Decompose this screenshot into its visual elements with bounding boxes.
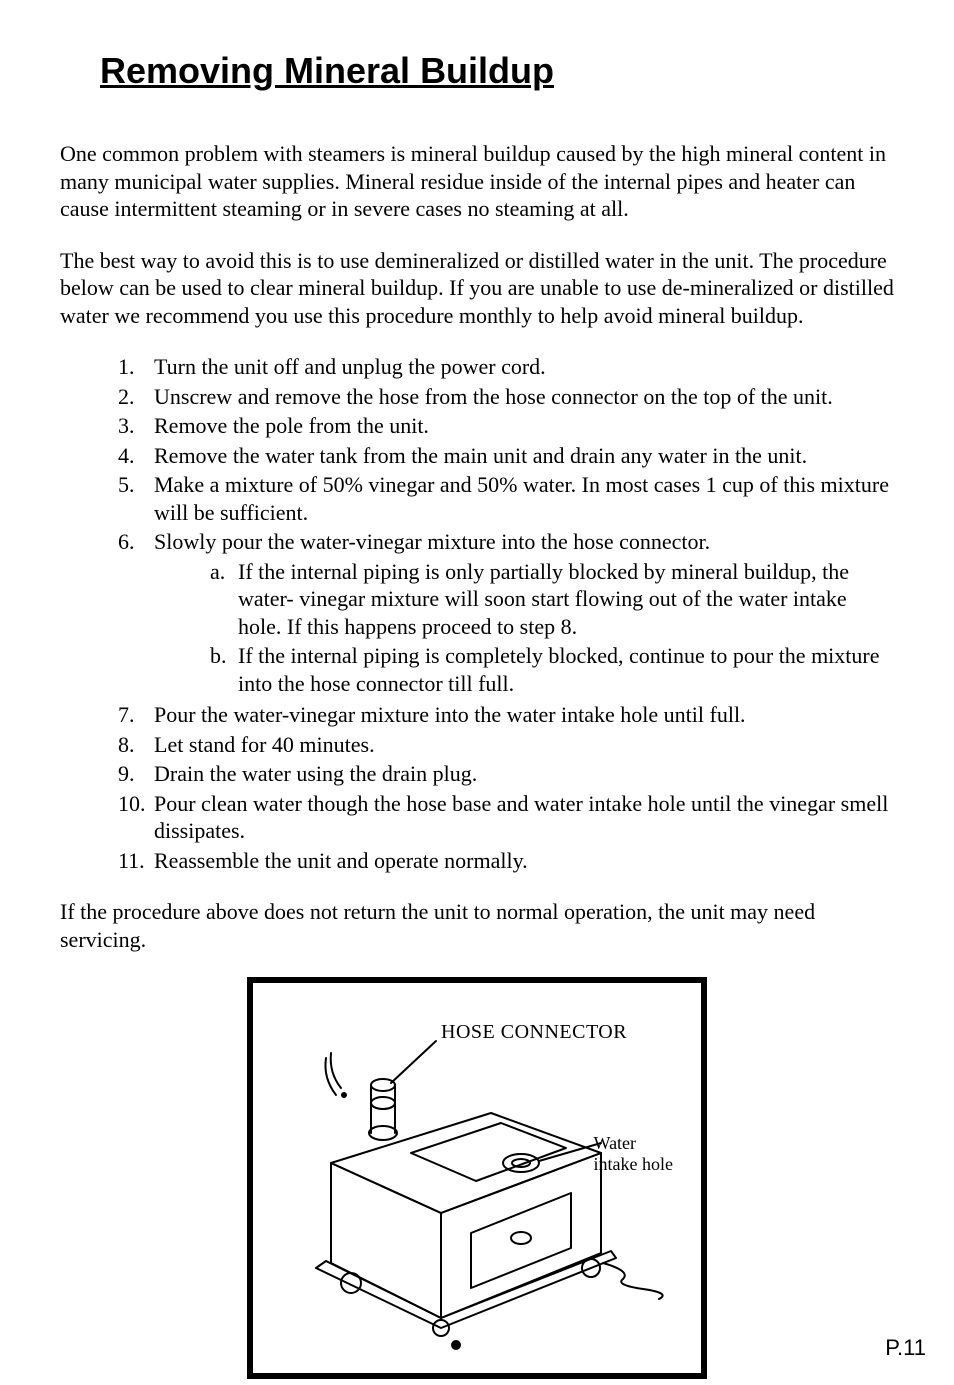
figure-box: HOSE CONNECTOR Water intake hole	[247, 977, 707, 1379]
list-number: 1.	[118, 353, 154, 381]
list-text: Turn the unit off and unplug the power c…	[154, 353, 894, 381]
list-number: 4.	[118, 442, 154, 470]
closing-paragraph: If the procedure above does not return t…	[60, 898, 894, 953]
list-item: 8. Let stand for 40 minutes.	[118, 731, 894, 759]
list-number: 6.	[118, 528, 154, 699]
intro-paragraph-2: The best way to avoid this is to use dem…	[60, 247, 894, 330]
list-text: Let stand for 40 minutes.	[154, 731, 894, 759]
sub-text: If the internal piping is completely blo…	[238, 642, 894, 697]
list-number: 7.	[118, 701, 154, 729]
list-text: Pour clean water though the hose base an…	[154, 790, 894, 845]
list-text: Drain the water using the drain plug.	[154, 760, 894, 788]
hose-connector-label: HOSE CONNECTOR	[441, 1021, 627, 1044]
sub-item: a. If the internal piping is only partia…	[210, 558, 894, 641]
list-item: 2. Unscrew and remove the hose from the …	[118, 383, 894, 411]
list-number: 10.	[118, 790, 154, 845]
list-item: 11. Reassemble the unit and operate norm…	[118, 847, 894, 875]
list-item: 3. Remove the pole from the unit.	[118, 412, 894, 440]
sub-text: If the internal piping is only partially…	[238, 558, 894, 641]
list-text-span: Slowly pour the water-vinegar mixture in…	[154, 529, 710, 554]
list-item: 10. Pour clean water though the hose bas…	[118, 790, 894, 845]
list-number: 2.	[118, 383, 154, 411]
list-number: 5.	[118, 471, 154, 526]
sub-item: b. If the internal piping is completely …	[210, 642, 894, 697]
list-item: 1. Turn the unit off and unplug the powe…	[118, 353, 894, 381]
list-number: 11.	[118, 847, 154, 875]
list-text: Remove the water tank from the main unit…	[154, 442, 894, 470]
list-text: Unscrew and remove the hose from the hos…	[154, 383, 894, 411]
list-text: Remove the pole from the unit.	[154, 412, 894, 440]
list-number: 9.	[118, 760, 154, 788]
steamer-diagram-icon	[271, 1003, 691, 1363]
list-text: Make a mixture of 50% vinegar and 50% wa…	[154, 471, 894, 526]
list-text: Pour the water-vinegar mixture into the …	[154, 701, 894, 729]
list-item: 6. Slowly pour the water-vinegar mixture…	[118, 528, 894, 699]
list-item: 4. Remove the water tank from the main u…	[118, 442, 894, 470]
water-label-line1: Water	[594, 1133, 637, 1153]
water-label-line2: intake hole	[594, 1154, 673, 1174]
list-item: 7. Pour the water-vinegar mixture into t…	[118, 701, 894, 729]
water-intake-label: Water intake hole	[594, 1133, 673, 1174]
page-title: Removing Mineral Buildup	[100, 50, 894, 92]
sublist: a. If the internal piping is only partia…	[210, 558, 894, 698]
list-number: 3.	[118, 412, 154, 440]
steps-list: 1. Turn the unit off and unplug the powe…	[118, 353, 894, 874]
list-item: 5. Make a mixture of 50% vinegar and 50%…	[118, 471, 894, 526]
page-number: P.11	[885, 1335, 926, 1361]
intro-paragraph-1: One common problem with steamers is mine…	[60, 140, 894, 223]
sub-letter: b.	[210, 642, 238, 697]
list-item: 9. Drain the water using the drain plug.	[118, 760, 894, 788]
figure-inner: HOSE CONNECTOR Water intake hole	[271, 1003, 683, 1363]
list-number: 8.	[118, 731, 154, 759]
list-text: Slowly pour the water-vinegar mixture in…	[154, 528, 894, 699]
list-text: Reassemble the unit and operate normally…	[154, 847, 894, 875]
sub-letter: a.	[210, 558, 238, 641]
